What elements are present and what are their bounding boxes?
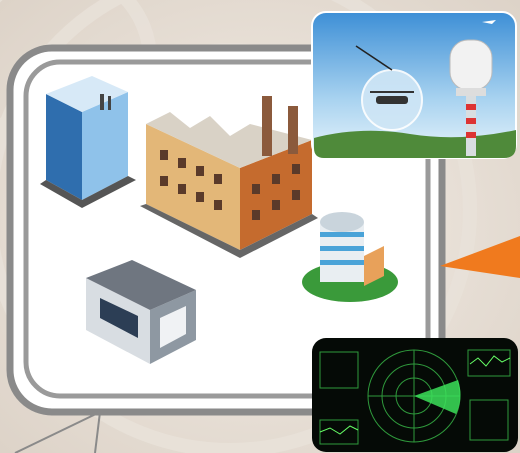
page — [0, 0, 520, 453]
drone-photo — [312, 12, 516, 158]
radar-screen — [312, 338, 518, 452]
illustration — [0, 0, 520, 453]
